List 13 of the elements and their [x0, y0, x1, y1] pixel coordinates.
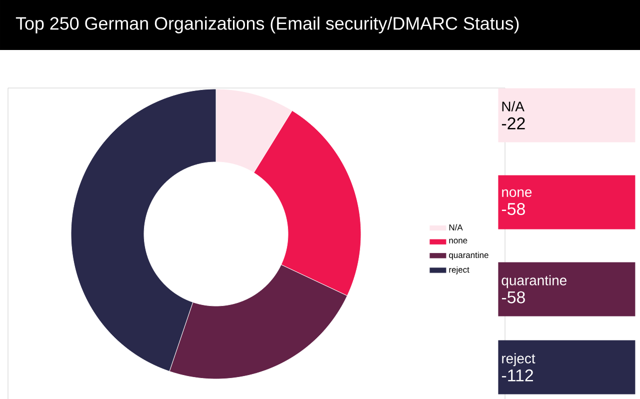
text: -112 [502, 369, 533, 382]
chart-title: Top 250 German Organizations (Email security/DMARC Status) [16, 16, 519, 34]
category-label: N/A [502, 101, 524, 112]
legend-label: quarantine [449, 252, 488, 260]
category-label: quarantine [502, 275, 566, 288]
category-label: reject [502, 353, 536, 366]
legend-label: none [449, 238, 468, 244]
category-label: none [502, 189, 532, 198]
text: -58 [502, 291, 525, 304]
legend-label: N/A [449, 224, 463, 230]
text: -22 [502, 117, 525, 130]
legend-label: reject [449, 266, 470, 274]
text: -58 [502, 203, 525, 216]
